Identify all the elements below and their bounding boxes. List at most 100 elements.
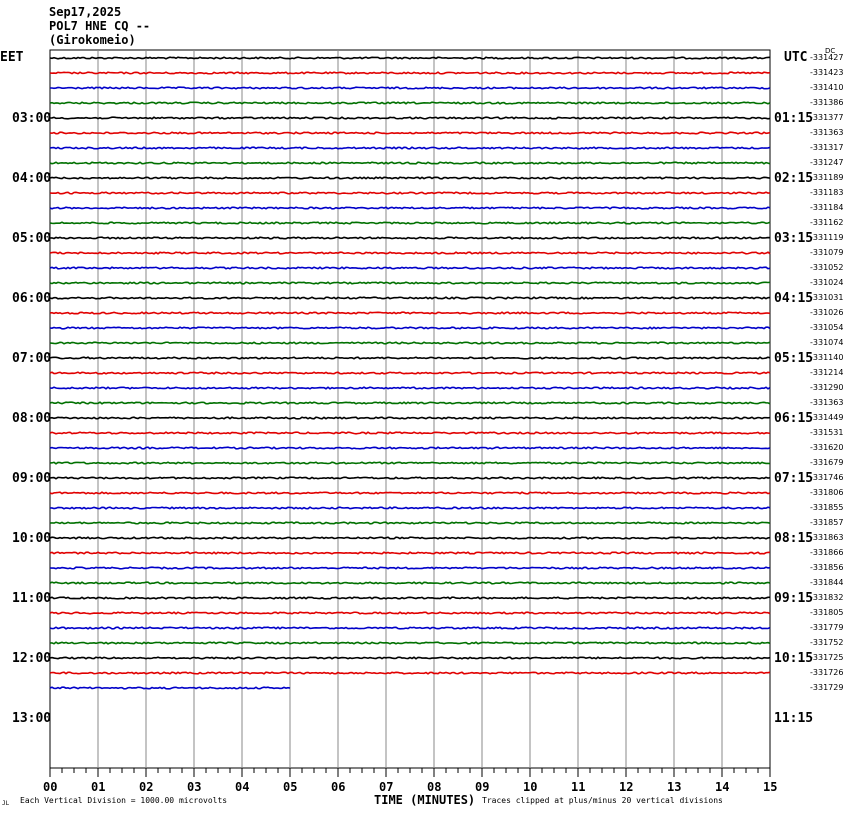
x-tick-label: 12	[619, 780, 634, 794]
right-hour-label: 11:15	[774, 711, 814, 726]
trace-25	[49, 416, 771, 420]
dc-offset-label: -331729	[810, 683, 844, 692]
trace-36	[49, 581, 771, 585]
left-hour-label: 04:00	[12, 171, 52, 186]
trace-42	[49, 671, 771, 675]
left-hour-label: 13:00	[12, 711, 52, 726]
right-hour-label: 08:15	[774, 531, 814, 546]
left-hour-label: 07:00	[12, 351, 52, 366]
x-tick-label: 13	[667, 780, 682, 794]
x-tick-label: 10	[523, 780, 538, 794]
x-tick-label: 15	[763, 780, 778, 794]
x-tick-label: 09	[475, 780, 490, 794]
dc-offset-label: -331026	[810, 308, 844, 317]
trace-34	[49, 551, 771, 555]
dc-offset-label: -331679	[810, 458, 844, 467]
trace-33	[49, 536, 771, 540]
dc-offset-label: -331214	[810, 368, 844, 377]
trace-12	[49, 221, 771, 225]
trace-9	[49, 176, 771, 180]
dc-offset-label: -331863	[810, 533, 844, 542]
right-hour-label: 04:15	[774, 291, 814, 306]
dc-offset-label: -331052	[810, 263, 844, 272]
dc-offset-label: -331183	[810, 188, 844, 197]
trace-7	[49, 146, 771, 150]
trace-31	[49, 506, 771, 510]
trace-40	[49, 641, 771, 645]
dc-offset-label: -331779	[810, 623, 844, 632]
left-hour-label: 10:00	[12, 531, 52, 546]
dc-offset-label: -331363	[810, 398, 844, 407]
dc-label: DC	[825, 47, 836, 55]
dc-offset-label: -331449	[810, 413, 844, 422]
trace-21	[49, 356, 771, 360]
left-hour-label: 11:00	[12, 591, 52, 606]
x-tick-label: 05	[283, 780, 298, 794]
trace-27	[49, 446, 771, 450]
right-hour-label: 10:15	[774, 651, 814, 666]
dc-offset-label: -331832	[810, 593, 844, 602]
dc-offset-label: -331031	[810, 293, 844, 302]
dc-offset-label: -331317	[810, 143, 844, 152]
right-hour-label: 03:15	[774, 231, 814, 246]
trace-6	[49, 131, 771, 135]
dc-offset-label: -331866	[810, 548, 844, 557]
plot-frame	[49, 49, 771, 769]
left-hour-label: 12:00	[12, 651, 52, 666]
left-hour-label: 09:00	[12, 471, 52, 486]
trace-18	[49, 311, 771, 315]
trace-28	[49, 461, 771, 465]
location-label: (Girokomeio)	[49, 33, 136, 47]
trace-3	[50, 86, 771, 90]
left-timezone-label: EET	[0, 50, 24, 65]
trace-24	[49, 401, 771, 405]
right-hour-label: 01:15	[774, 111, 814, 126]
trace-43	[49, 686, 291, 690]
dc-offset-label: -331386	[810, 98, 844, 107]
trace-8	[49, 161, 771, 165]
dc-offset-label: -331805	[810, 608, 844, 617]
dc-offset-label: -331857	[810, 518, 844, 527]
trace-19	[49, 326, 771, 330]
dc-offset-label: -331162	[810, 218, 844, 227]
trace-26	[49, 431, 771, 435]
trace-22	[49, 371, 771, 375]
dc-offset-label: -331746	[810, 473, 844, 482]
station-label: POL7 HNE CQ --	[49, 19, 151, 33]
dc-offset-label: -331184	[810, 203, 844, 212]
dc-offset-label: -331620	[810, 443, 844, 452]
corner-mark: JL	[2, 800, 10, 807]
trace-32	[49, 521, 771, 525]
right-hour-label: 02:15	[774, 171, 814, 186]
left-hour-label: 05:00	[12, 231, 52, 246]
dc-offset-label: -331856	[810, 563, 844, 572]
dc-offset-label: -331844	[810, 578, 844, 587]
trace-41	[49, 656, 771, 660]
trace-35	[49, 566, 771, 570]
x-tick-label: 07	[379, 780, 394, 794]
trace-20	[49, 341, 771, 345]
dc-offset-label: -331752	[810, 638, 844, 647]
right-timezone-label: UTC	[784, 50, 808, 65]
clip-note: Traces clipped at plus/minus 20 vertical…	[482, 796, 723, 805]
dc-offset-label: -331725	[810, 653, 844, 662]
dc-offset-label: -331140	[810, 353, 844, 362]
dc-offset-label: -331363	[810, 128, 844, 137]
dc-offset-label: -331423	[810, 68, 844, 77]
left-hour-label: 06:00	[12, 291, 52, 306]
x-tick-label: 06	[331, 780, 346, 794]
trace-15	[49, 266, 771, 270]
dc-offset-label: -331290	[810, 383, 844, 392]
dc-offset-label: -331247	[810, 158, 844, 167]
trace-14	[49, 251, 771, 255]
x-tick-label: 02	[139, 780, 154, 794]
x-tick-label: 11	[571, 780, 586, 794]
trace-13	[49, 236, 771, 240]
dc-offset-label: -331074	[810, 338, 844, 347]
x-axis-title: TIME (MINUTES)	[374, 793, 476, 807]
date-label: Sep17,2025	[49, 5, 122, 19]
x-tick-label: 00	[43, 780, 58, 794]
x-tick-label: 08	[427, 780, 442, 794]
dc-offset-label: -331189	[810, 173, 844, 182]
